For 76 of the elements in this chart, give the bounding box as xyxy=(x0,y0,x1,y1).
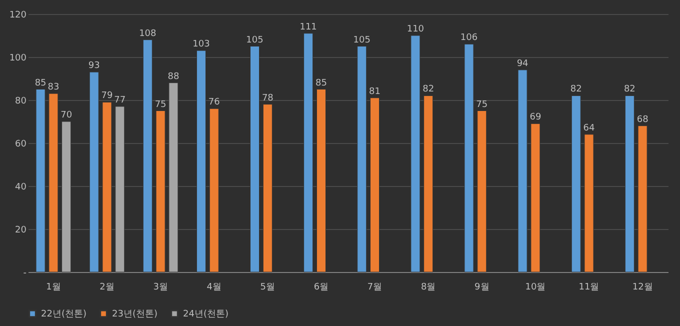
x-tick-label: 7월 xyxy=(367,282,382,292)
data-label: 83 xyxy=(48,82,60,93)
data-label: 75 xyxy=(476,100,488,110)
bar xyxy=(89,72,99,272)
bar xyxy=(250,46,260,272)
data-label: 69 xyxy=(530,112,542,123)
bar xyxy=(102,102,112,272)
bar xyxy=(424,95,434,272)
bar xyxy=(168,82,178,272)
y-tick-label: - xyxy=(23,268,26,278)
data-label: 110 xyxy=(406,24,424,34)
data-label: 85 xyxy=(315,78,327,88)
y-tick-label: 20 xyxy=(15,226,27,236)
data-label: 108 xyxy=(139,28,157,39)
x-tick-label: 9월 xyxy=(474,282,490,292)
x-tick-label: 4월 xyxy=(206,282,222,292)
data-label: 82 xyxy=(570,84,582,95)
data-label: 105 xyxy=(246,35,264,46)
x-tick-label: 2월 xyxy=(100,282,114,292)
bar xyxy=(518,70,528,272)
bar xyxy=(624,95,634,272)
bar xyxy=(36,89,46,272)
x-tick-label: 8월 xyxy=(420,282,436,292)
bar xyxy=(142,40,152,272)
data-label: 79 xyxy=(101,91,113,102)
x-tick-label: 5월 xyxy=(260,282,276,292)
data-label: 70 xyxy=(60,110,72,120)
bar xyxy=(357,46,367,272)
data-label: 94 xyxy=(516,58,529,69)
bar xyxy=(410,35,420,272)
bar xyxy=(62,121,72,272)
data-label: 82 xyxy=(422,84,434,95)
bar xyxy=(370,98,380,272)
data-label: 82 xyxy=(624,84,636,95)
data-label: 93 xyxy=(88,61,100,72)
bar xyxy=(209,108,219,272)
bar xyxy=(262,104,272,272)
bar xyxy=(304,33,314,272)
y-tick-label: 100 xyxy=(9,54,27,64)
bar xyxy=(584,134,594,272)
y-tick-label: 40 xyxy=(15,182,27,192)
data-label: 103 xyxy=(192,40,210,50)
legend-label: 24년(천톤) xyxy=(183,310,228,320)
bar xyxy=(571,95,581,272)
data-label: 68 xyxy=(636,114,649,125)
data-label: 76 xyxy=(208,98,220,108)
bar xyxy=(477,110,487,272)
y-tick-label: 120 xyxy=(9,10,27,20)
data-label: 78 xyxy=(262,93,274,104)
bar xyxy=(156,110,166,272)
x-tick-label: 12월 xyxy=(632,282,653,292)
x-tick-label: 10월 xyxy=(525,282,546,292)
data-label: 111 xyxy=(300,22,317,32)
data-label: 88 xyxy=(168,72,180,82)
legend-label: 23년(천톤) xyxy=(112,310,158,320)
bar xyxy=(115,106,125,272)
x-tick-label: 3월 xyxy=(153,282,168,292)
bar xyxy=(464,44,474,272)
data-label: 106 xyxy=(460,33,478,44)
y-tick-label: 80 xyxy=(15,96,27,106)
data-label: 85 xyxy=(34,78,46,88)
data-label: 77 xyxy=(114,95,126,106)
x-tick-label: 6월 xyxy=(314,282,329,292)
legend-label: 22년(천톤) xyxy=(41,310,86,320)
data-label: 81 xyxy=(369,86,381,97)
x-tick-label: 11월 xyxy=(578,282,600,292)
y-tick-label: 60 xyxy=(15,140,27,150)
bar xyxy=(530,123,540,272)
data-label: 64 xyxy=(583,123,596,134)
bar xyxy=(48,93,58,272)
data-label: 75 xyxy=(154,100,166,110)
x-tick-label: 1월 xyxy=(46,282,61,292)
bar xyxy=(316,89,326,272)
bar xyxy=(638,126,648,272)
bar xyxy=(196,50,206,272)
data-label: 105 xyxy=(353,35,370,46)
